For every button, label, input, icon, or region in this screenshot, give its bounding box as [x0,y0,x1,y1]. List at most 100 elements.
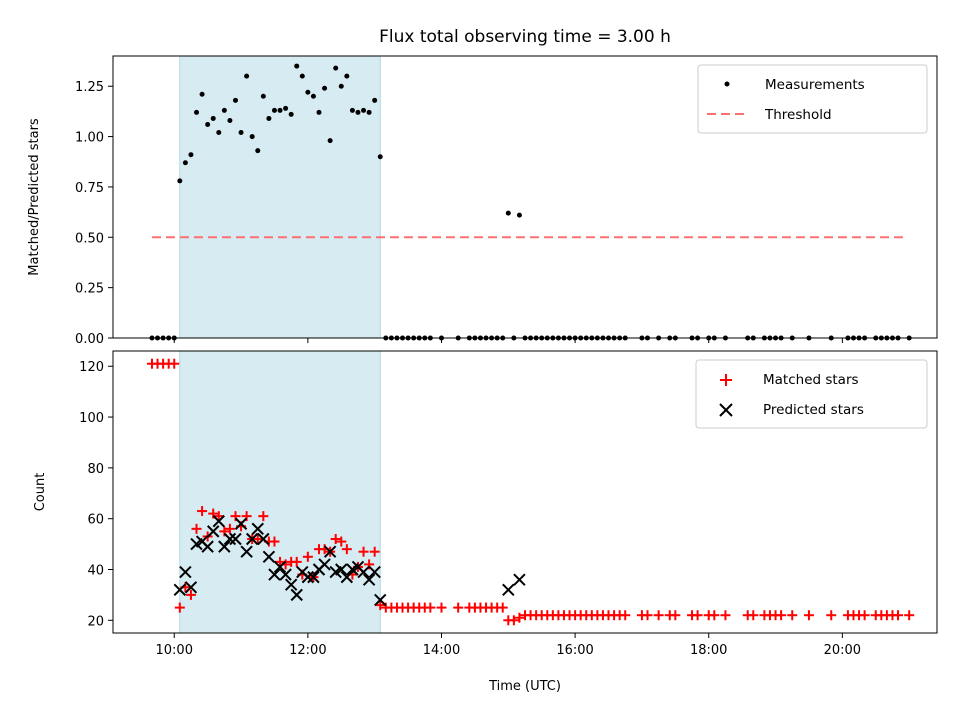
measurement-point [310,93,316,99]
predicted-star-point [323,545,337,558]
measurement-point [182,160,188,166]
top-y-tick-label: 1.25 [75,80,104,95]
matched-star-point [497,602,508,613]
measurement-point [271,107,277,113]
measurement-point [366,109,372,115]
measurement-point [249,134,255,140]
top-y-tick-label: 1.00 [75,131,104,146]
matched-star-point [330,534,341,544]
measurement-point [266,115,272,121]
matched-star-point [336,536,347,547]
predicted-star-point [223,532,237,546]
predicted-star-point [234,517,248,530]
measurement-point [277,107,283,113]
measurement-point [305,89,311,95]
bottom-x-tick-label: 14:00 [423,643,460,658]
predicted-star-point [284,578,298,591]
top-y-tick-label: 0.25 [75,282,104,297]
matched-star-point [670,610,681,621]
x-axis-label: Time (UTC) [488,679,561,694]
measurement-point [372,97,378,103]
matched-star-point [508,615,519,626]
matched-star-point [191,523,202,534]
measurement-point [205,121,211,127]
matched-star-point [514,612,525,623]
bottom-x-tick-label: 20:00 [824,643,861,658]
bottom-y-axis-label: Count [33,473,48,512]
legend-measurements-marker [724,81,730,87]
measurement-point [194,109,200,115]
predicted-star-point [301,570,315,584]
predicted-star-point [268,568,281,581]
bottom-y-tick-label: 40 [87,563,104,578]
predicted-star-point [245,532,259,546]
measurement-point [294,63,300,69]
matched-star-point [252,534,263,544]
measurement-point [338,83,344,89]
matched-star-point [436,602,447,613]
measurement-point [199,91,205,97]
matched-star-point [642,610,653,621]
measurement-point [227,117,233,123]
bottom-x-axis-ticks: 10:00 12:00 14:00 16:00 18:00 20:00 [156,633,861,658]
matched-star-point [904,610,915,621]
matched-star-point [291,556,302,567]
bottom-x-tick-label: 18:00 [690,643,727,658]
measurement-point [299,73,305,79]
top-legend: Measurements Threshold [697,64,928,134]
matched-star-point [197,506,208,517]
predicted-star-point [368,565,381,579]
predicted-star-point [362,573,376,586]
predicted-star-point [201,540,214,553]
matched-star-point [224,523,235,534]
measurement-point [355,109,361,115]
matched-star-point [620,610,631,621]
predicted-star-point [179,565,192,579]
matched-star-point [653,610,664,621]
observing-window-shade-top [179,55,381,339]
matched-star-point [787,610,798,621]
predicted-star-point [513,573,526,586]
bottom-legend-box [695,359,928,429]
legend-matched-label: Matched stars [763,372,859,388]
legend-predicted-marker [719,403,733,417]
predicted-star-point [273,560,287,574]
predicted-star-point [229,532,242,546]
matched-star-point [375,600,386,611]
measurement-point [210,115,216,121]
matched-star-point [341,544,352,555]
predicted-star-point [502,583,515,597]
bottom-y-tick-label: 120 [79,360,104,375]
flux-ratio-panel: 0.00 0.25 0.50 0.75 1.00 1.25 Matched/Predict… [27,55,938,347]
top-y-tick-label: 0.75 [75,181,104,196]
measurement-point [244,73,250,79]
measurement-point [188,152,194,158]
measurement-point [322,85,328,91]
matched-star-point [893,610,904,621]
matched-star-point [302,551,313,562]
predicted-star-point [357,565,370,579]
legend-predicted-label: Predicted stars [763,402,864,418]
predicted-star-point [318,558,331,571]
legend-matched-marker [720,374,732,386]
measurement-point [361,107,367,113]
matched-star-point [358,546,369,557]
matched-star-point [258,511,269,522]
predicted-star-point [340,570,354,584]
predicted-star-point [251,522,264,536]
predicted-star-point [218,540,231,553]
matched-star-point [776,610,787,621]
top-y-tick-label: 0.50 [75,231,104,246]
measurement-point [333,65,339,71]
predicted-star-points [173,515,526,607]
matched-star-point [748,610,759,621]
predicted-star-point [307,570,320,584]
measurement-point [516,212,522,218]
measurement-point [221,107,227,113]
bottom-y-tick-label: 60 [87,513,104,528]
bottom-y-tick-label: 100 [79,411,104,426]
predicted-star-point [262,550,276,563]
measurement-point [505,210,511,216]
bottom-legend: Matched stars Predicted stars [695,359,928,429]
matched-star-point [803,610,814,621]
